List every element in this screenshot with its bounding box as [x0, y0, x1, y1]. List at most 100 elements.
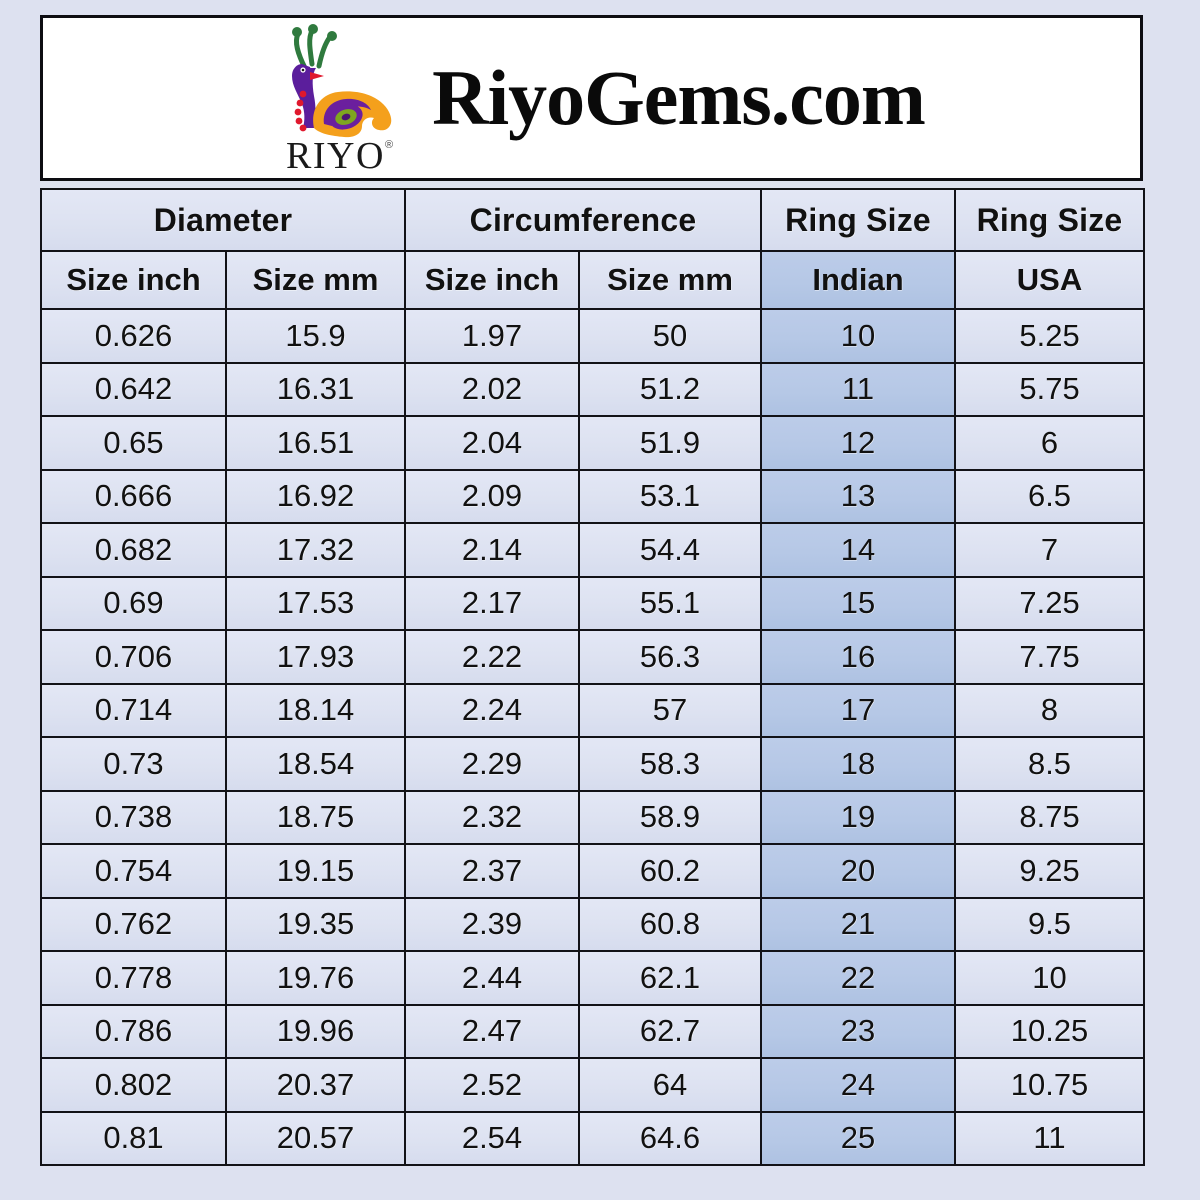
peacock-paisley-logo-icon: RIYO ® — [286, 24, 393, 172]
table-cell: 6 — [954, 415, 1146, 471]
table-cell: 0.666 — [40, 468, 227, 524]
table-cell: 55.1 — [577, 575, 763, 631]
table-cell: 16.31 — [225, 361, 406, 417]
table-row: 0.626 15.9 1.97 50 10 5.25 — [40, 308, 1146, 364]
table-cell: 0.802 — [40, 1057, 227, 1113]
table-cell: 19.96 — [225, 1003, 406, 1059]
table-cell: 58.3 — [577, 736, 763, 792]
table-cell: 60.8 — [577, 896, 763, 952]
table-row: 0.666 16.92 2.09 53.1 13 6.5 — [40, 468, 1146, 524]
table-cell: 10.75 — [954, 1057, 1146, 1113]
table-row: 0.69 17.53 2.17 55.1 15 7.25 — [40, 575, 1146, 631]
ring-size-table: Diameter Circumference Ring Size Ring Si… — [40, 188, 1146, 1166]
table-row: 0.762 19.35 2.39 60.8 21 9.5 — [40, 896, 1146, 952]
table-cell: 18 — [760, 736, 957, 792]
table-header: Diameter Circumference Ring Size Ring Si… — [40, 188, 1146, 310]
table-cell: 0.738 — [40, 789, 227, 845]
table-cell: 51.9 — [577, 415, 763, 471]
table-cell: 8 — [954, 682, 1146, 738]
table-cell: 0.714 — [40, 682, 227, 738]
table-cell: 20.57 — [225, 1110, 406, 1166]
table-cell: 9.25 — [954, 843, 1146, 899]
table-cell: 24 — [760, 1057, 957, 1113]
table-cell: 15 — [760, 575, 957, 631]
table-cell: 18.54 — [225, 736, 406, 792]
table-row: 0.802 20.37 2.52 64 24 10.75 — [40, 1057, 1146, 1113]
sub-header-row: Size inch Size mm Size inch Size mm Indi… — [40, 250, 1146, 310]
table-cell: 0.642 — [40, 361, 227, 417]
table-cell: 19 — [760, 789, 957, 845]
table-cell: 2.24 — [404, 682, 580, 738]
table-cell: 0.778 — [40, 950, 227, 1006]
table-cell: 20 — [760, 843, 957, 899]
table-cell: 7 — [954, 522, 1146, 578]
table-cell: 2.29 — [404, 736, 580, 792]
table-cell: 2.37 — [404, 843, 580, 899]
table-cell: 7.75 — [954, 629, 1146, 685]
sub-header-circumference-inch: Size inch — [404, 250, 580, 310]
table-cell: 0.73 — [40, 736, 227, 792]
table-cell: 11 — [954, 1110, 1146, 1166]
table-cell: 51.2 — [577, 361, 763, 417]
table-cell: 2.04 — [404, 415, 580, 471]
table-cell: 2.14 — [404, 522, 580, 578]
table-row: 0.714 18.14 2.24 57 17 8 — [40, 682, 1146, 738]
table-cell: 22 — [760, 950, 957, 1006]
table-cell: 10 — [954, 950, 1146, 1006]
table-cell: 16.92 — [225, 468, 406, 524]
table-cell: 2.39 — [404, 896, 580, 952]
table-cell: 17.93 — [225, 629, 406, 685]
table-cell: 0.682 — [40, 522, 227, 578]
table-cell: 2.09 — [404, 468, 580, 524]
table-row: 0.778 19.76 2.44 62.1 22 10 — [40, 950, 1146, 1006]
table-cell: 19.76 — [225, 950, 406, 1006]
table-cell: 57 — [577, 682, 763, 738]
table-cell: 53.1 — [577, 468, 763, 524]
brand-header: RIYO ® RiyoGems.com — [40, 15, 1143, 181]
table-cell: 11 — [760, 361, 957, 417]
sub-header-indian: Indian — [760, 250, 957, 310]
table-cell: 2.17 — [404, 575, 580, 631]
table-cell: 62.1 — [577, 950, 763, 1006]
table-cell: 9.5 — [954, 896, 1146, 952]
table-cell: 17.53 — [225, 575, 406, 631]
table-cell: 2.02 — [404, 361, 580, 417]
table-cell: 5.25 — [954, 308, 1146, 364]
group-header-circumference: Circumference — [403, 188, 763, 252]
table-cell: 0.69 — [40, 575, 227, 631]
sub-header-diameter-inch: Size inch — [40, 250, 227, 310]
table-row: 0.786 19.96 2.47 62.7 23 10.25 — [40, 1003, 1146, 1059]
table-cell: 2.32 — [404, 789, 580, 845]
group-header-ring-size-indian: Ring Size — [760, 188, 957, 252]
table-cell: 2.47 — [404, 1003, 580, 1059]
table-cell: 12 — [760, 415, 957, 471]
riyo-logo: RIYO ® — [258, 24, 408, 172]
table-cell: 17.32 — [225, 522, 406, 578]
table-cell: 8.5 — [954, 736, 1146, 792]
table-body: 0.626 15.9 1.97 50 10 5.25 0.642 16.31 2.02 51.2 1… — [40, 308, 1146, 1166]
table-row: 0.738 18.75 2.32 58.9 19 8.75 — [40, 789, 1146, 845]
table-cell: 7.25 — [954, 575, 1146, 631]
table-cell: 2.22 — [404, 629, 580, 685]
table-cell: 0.65 — [40, 415, 227, 471]
table-row: 0.81 20.57 2.54 64.6 25 11 — [40, 1110, 1146, 1166]
table-cell: 17 — [760, 682, 957, 738]
table-row: 0.754 19.15 2.37 60.2 20 9.25 — [40, 843, 1146, 899]
table-cell: 19.15 — [225, 843, 406, 899]
table-cell: 1.97 — [404, 308, 580, 364]
table-cell: 16 — [760, 629, 957, 685]
table-cell: 2.44 — [404, 950, 580, 1006]
table-cell: 0.706 — [40, 629, 227, 685]
table-cell: 5.75 — [954, 361, 1146, 417]
table-cell: 10.25 — [954, 1003, 1146, 1059]
table-cell: 0.626 — [40, 308, 227, 364]
group-header-row: Diameter Circumference Ring Size Ring Si… — [40, 188, 1146, 252]
table-cell: 0.762 — [40, 896, 227, 952]
table-cell: 54.4 — [577, 522, 763, 578]
table-cell: 60.2 — [577, 843, 763, 899]
table-row: 0.706 17.93 2.22 56.3 16 7.75 — [40, 629, 1146, 685]
table-cell: 64.6 — [577, 1110, 763, 1166]
table-cell: 10 — [760, 308, 957, 364]
table-cell: 0.81 — [40, 1110, 227, 1166]
